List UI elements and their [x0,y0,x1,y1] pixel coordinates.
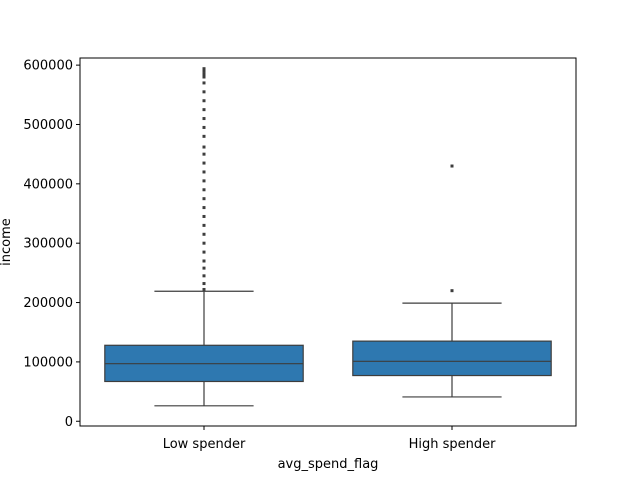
boxes-layer [104,67,552,407]
outlier-point [202,67,206,71]
y-tick-label: 600000 [23,59,73,74]
outlier-point [202,250,206,254]
outlier-point [202,90,206,94]
outlier-point [202,282,206,286]
iqr-box [352,340,552,377]
outlier-point [202,117,206,121]
outlier-point [202,179,206,183]
outlier-point [202,99,206,103]
outlier-point [202,266,206,270]
outlier-point [202,188,206,192]
outlier-point [202,145,206,149]
outlier-point [202,259,206,263]
outlier-point [450,164,454,168]
x-tick-label: Low spender [163,437,246,452]
y-tick-label: 100000 [23,355,73,370]
outlier-point [202,223,206,227]
box-group [352,164,552,398]
outlier-point [202,108,206,112]
outlier-point [202,170,206,174]
box-group [104,67,304,407]
x-axis-label: avg_spend_flag [278,457,379,472]
outlier-point [450,289,454,293]
y-tick-label: 200000 [23,296,73,311]
x-axis: Low spender High spender [163,426,496,452]
y-tick-label: 500000 [23,118,73,133]
outlier-point [202,206,206,210]
outlier-point [202,214,206,218]
outlier-point [202,125,206,129]
outlier-point [202,75,206,79]
outlier-point [202,197,206,201]
outlier-point [202,134,206,138]
outlier-point [202,241,206,245]
y-axis-label: income [0,218,14,266]
outlier-point [202,69,206,73]
y-tick-label: 0 [65,415,73,430]
outlier-point [202,232,206,236]
y-axis: 0 100000 200000 300000 400000 500000 600000 [23,59,80,430]
y-tick-label: 300000 [23,237,73,252]
x-tick-label: High spender [409,437,497,452]
outlier-point [202,274,206,278]
outlier-point [202,161,206,165]
outlier-point [202,72,206,76]
plot-frame [79,57,577,427]
outlier-point [202,152,206,156]
y-tick-label: 400000 [23,177,73,192]
outlier-point [202,81,206,85]
outlier-point [202,287,206,291]
